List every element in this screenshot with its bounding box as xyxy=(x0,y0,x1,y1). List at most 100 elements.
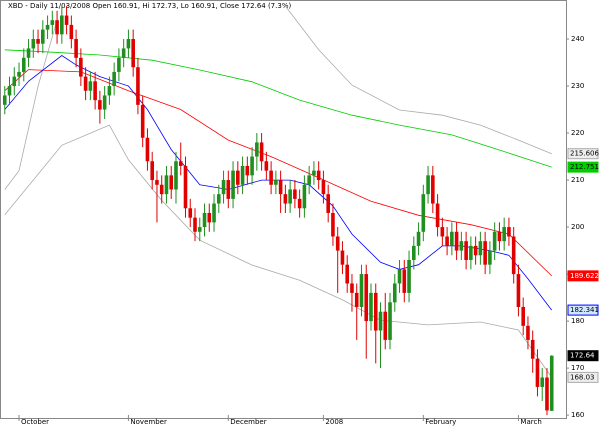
candle-body xyxy=(169,175,174,190)
candle-body xyxy=(140,104,145,138)
y-tick-label: 160 xyxy=(571,411,584,419)
candle-body xyxy=(288,189,292,204)
candle-body xyxy=(112,71,116,87)
candle-body xyxy=(345,264,350,284)
candle-body xyxy=(483,241,487,265)
candle-body xyxy=(312,170,316,176)
candle-body xyxy=(12,76,17,87)
candle-body xyxy=(250,156,254,176)
candle-body xyxy=(545,377,549,411)
candle-body xyxy=(236,170,240,185)
price-marker xyxy=(567,161,599,173)
candle-body xyxy=(174,161,178,190)
candle-body xyxy=(421,194,426,232)
candle-body xyxy=(98,100,102,110)
candle-body xyxy=(136,67,140,105)
candle-body xyxy=(145,137,150,162)
price-marker-label: 212.751 xyxy=(570,163,599,171)
x-tick-label: February xyxy=(425,418,456,426)
candle-body xyxy=(307,175,311,185)
candle-body xyxy=(350,283,354,293)
candle-body xyxy=(50,20,55,25)
candle-body xyxy=(278,180,283,195)
candle-body xyxy=(60,15,64,35)
candle-body xyxy=(245,165,250,176)
candle-body xyxy=(121,48,126,58)
candle-body xyxy=(454,231,459,251)
candle-body xyxy=(497,231,502,242)
x-tick-label: November xyxy=(130,418,167,426)
price-marker xyxy=(567,304,599,316)
candle-body xyxy=(530,339,535,359)
candle-body xyxy=(55,20,59,35)
candle-body xyxy=(416,231,421,246)
candle-body xyxy=(269,170,273,185)
candle-body xyxy=(373,292,378,331)
price-marker xyxy=(567,148,599,160)
candle-body xyxy=(450,231,454,246)
candle-body xyxy=(7,86,12,96)
candle-body xyxy=(526,325,530,340)
candle-body xyxy=(178,161,183,166)
candle-body xyxy=(297,198,302,209)
price-marker-label: 182.341 xyxy=(570,306,599,314)
candle-body xyxy=(41,29,45,44)
candle-body xyxy=(502,227,506,242)
candle-body xyxy=(335,236,340,251)
candle-body xyxy=(83,76,88,91)
candle-body xyxy=(231,170,235,199)
y-tick-label: 180 xyxy=(571,317,584,325)
candle-body xyxy=(445,236,449,246)
plot-frame xyxy=(0,0,567,419)
x-tick-label: 2008 xyxy=(325,418,343,426)
candle-body xyxy=(131,39,135,68)
chart-title: XBD - Daily 11/03/2008 Open 160.91, Hi 1… xyxy=(8,2,291,10)
candle-body xyxy=(264,161,269,171)
candle-body xyxy=(435,203,440,228)
candle-body xyxy=(193,217,197,232)
y-tick-label: 170 xyxy=(571,364,584,372)
x-tick-label: December xyxy=(230,418,266,426)
indicator-line xyxy=(4,5,552,190)
candle-body xyxy=(440,227,445,237)
candle-body xyxy=(159,184,164,195)
price-marker xyxy=(567,371,599,383)
candle-body xyxy=(321,180,326,195)
candle-body xyxy=(364,274,369,322)
candle-body xyxy=(226,180,231,199)
candle-body xyxy=(117,57,121,72)
candle-body xyxy=(259,142,264,162)
price-marker xyxy=(567,270,599,282)
indicator-line xyxy=(4,49,552,168)
candle-body xyxy=(302,184,307,209)
y-tick-label: 200 xyxy=(571,223,584,231)
candle-body xyxy=(549,355,554,411)
candle-body xyxy=(207,212,212,223)
candle-body xyxy=(216,194,221,204)
x-tick-label: March xyxy=(520,418,541,426)
candle-body xyxy=(36,39,40,44)
candle-body xyxy=(221,180,226,195)
candle-body xyxy=(79,57,83,77)
candle-body xyxy=(69,24,74,40)
candle-body xyxy=(21,57,26,72)
candle-body xyxy=(521,306,525,326)
candle-body xyxy=(492,231,497,251)
candle-body xyxy=(383,311,388,340)
candle-body xyxy=(511,236,516,275)
candle-body xyxy=(17,71,21,77)
candle-body xyxy=(283,194,288,204)
candle-body xyxy=(93,81,97,101)
candle-body xyxy=(488,250,492,265)
candle-body xyxy=(540,377,545,387)
price-marker xyxy=(567,350,599,362)
indicator-line xyxy=(4,124,553,378)
candle-body xyxy=(212,203,216,223)
candle-body xyxy=(274,180,278,185)
y-tick-label: 240 xyxy=(571,35,584,43)
candle-body xyxy=(359,274,364,307)
candle-body xyxy=(88,81,93,91)
y-tick-label: 230 xyxy=(571,82,584,90)
candle-body xyxy=(392,283,397,303)
candle-body xyxy=(155,180,159,185)
